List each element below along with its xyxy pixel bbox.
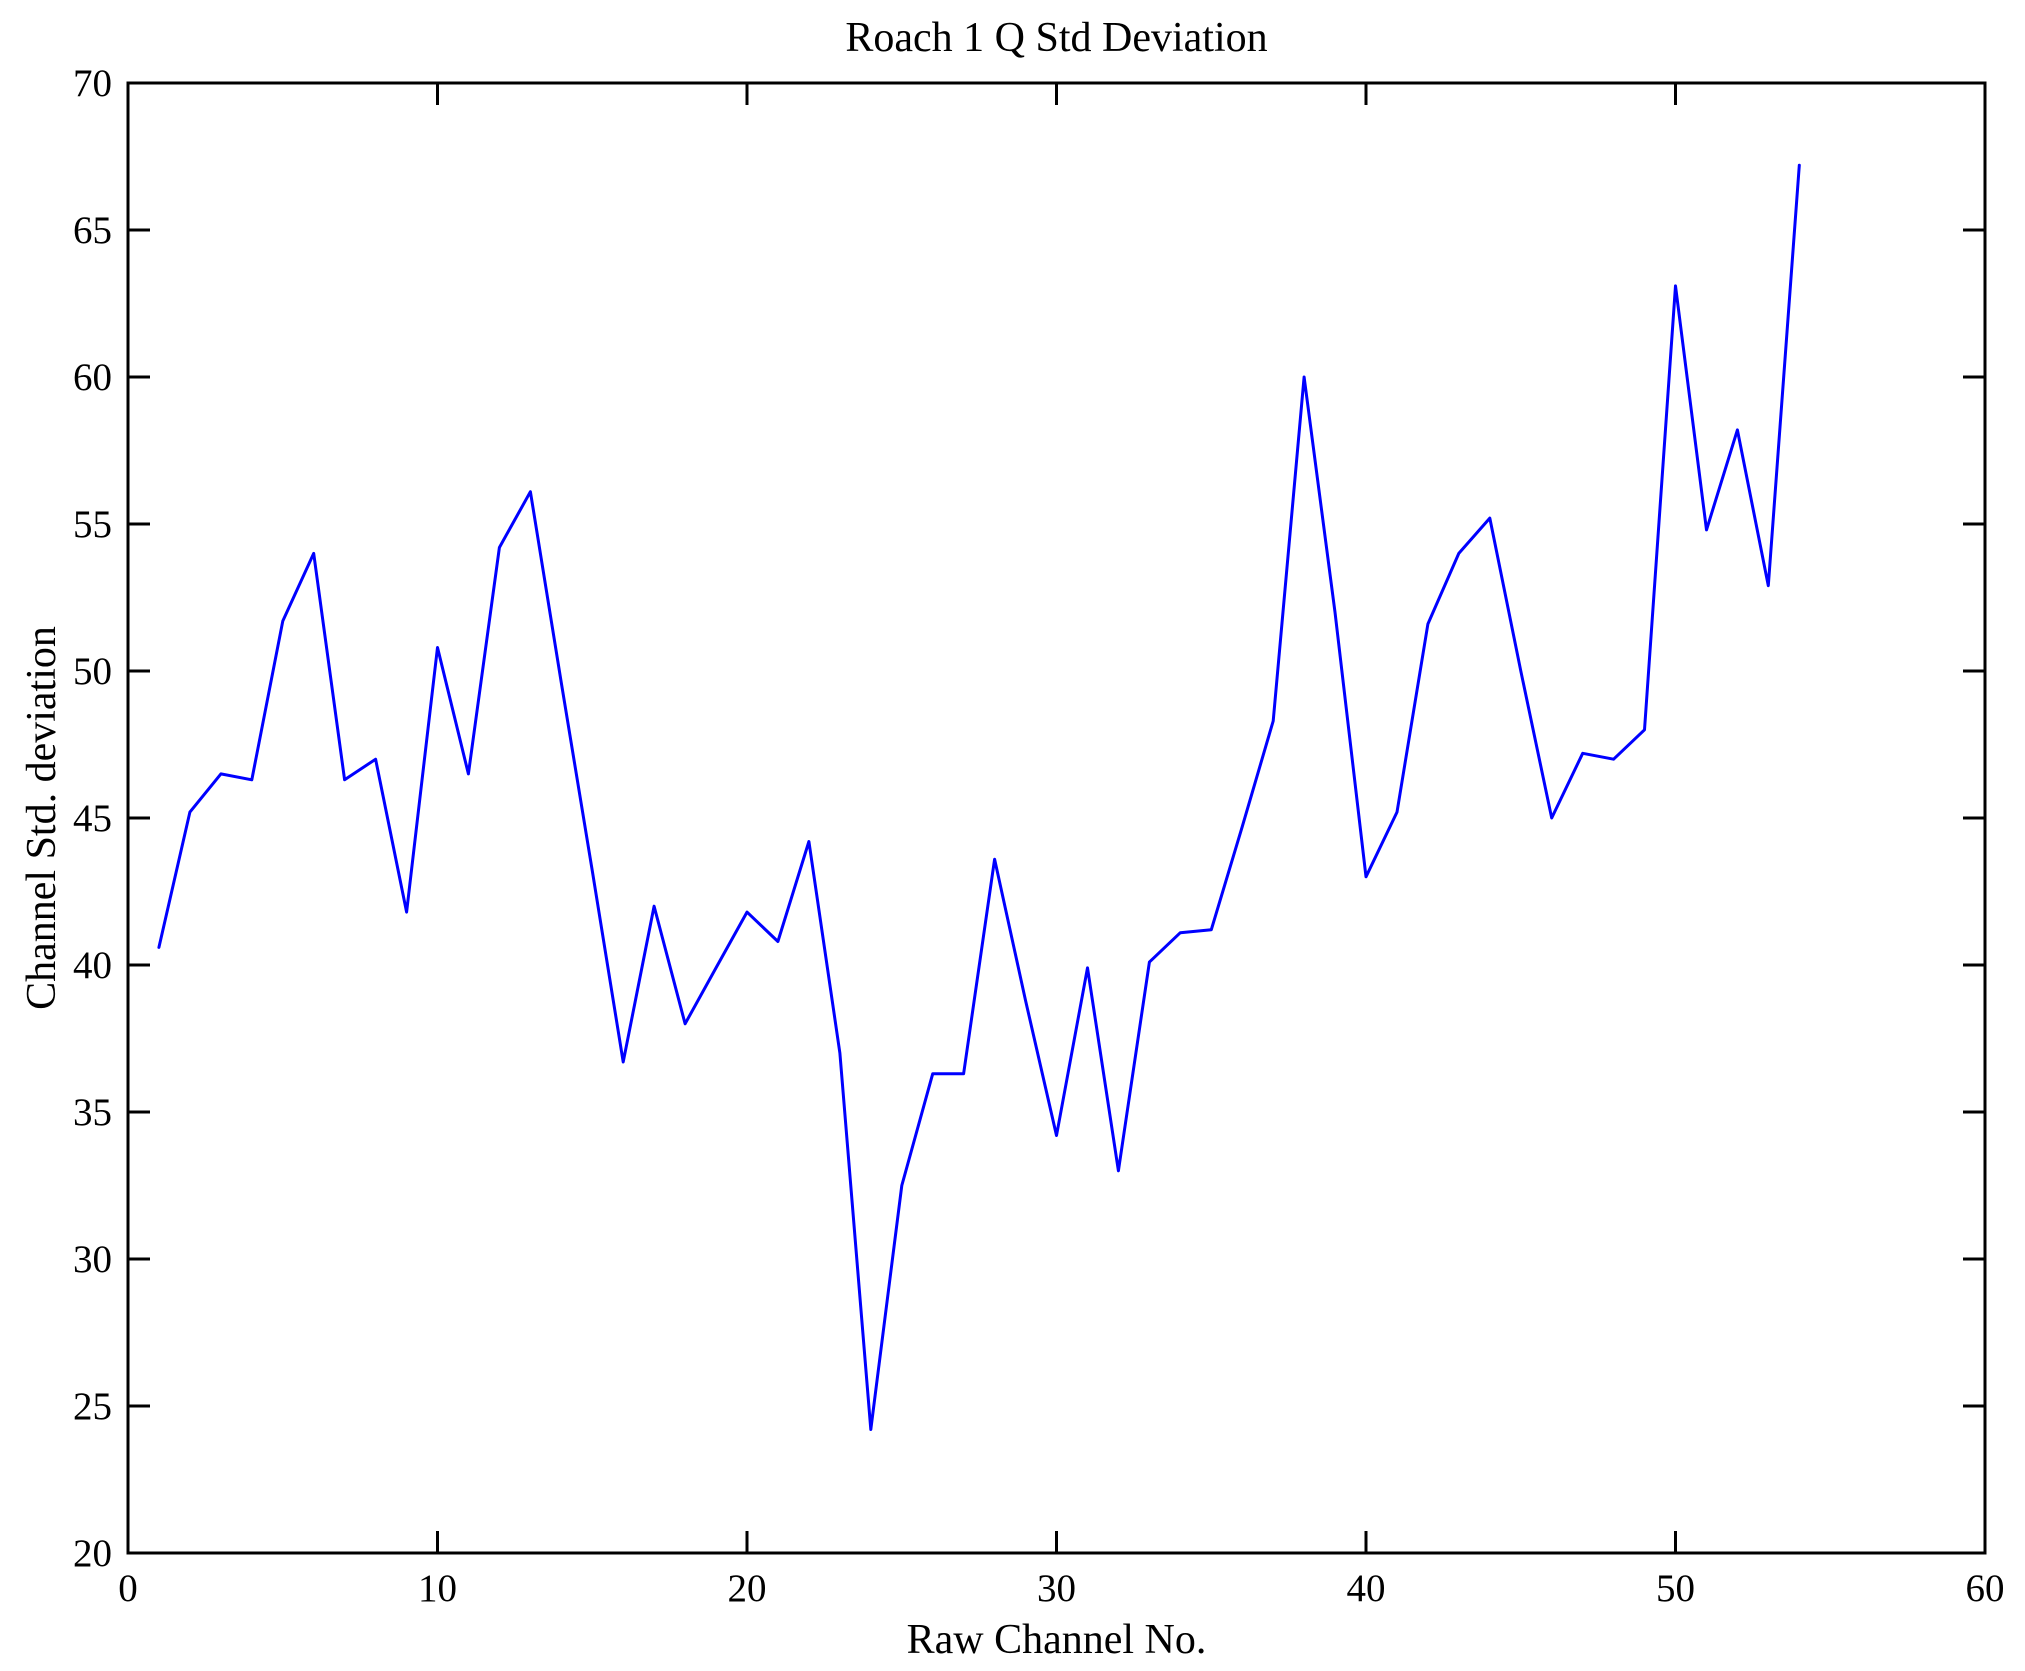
- y-tick-label: 55: [73, 503, 112, 546]
- y-tick-label: 70: [73, 62, 112, 105]
- x-tick-label: 10: [418, 1567, 457, 1610]
- data-line: [157, 163, 1801, 1431]
- x-tick-label: 20: [728, 1567, 767, 1610]
- y-tick-label: 45: [73, 797, 112, 840]
- x-tick-label: 50: [1656, 1567, 1695, 1610]
- y-tick-label: 20: [73, 1532, 112, 1575]
- y-tick-label: 50: [73, 650, 112, 693]
- x-tick-label: 30: [1037, 1567, 1076, 1610]
- y-tick-label: 40: [73, 944, 112, 987]
- y-tick-label: 65: [73, 209, 112, 252]
- y-tick-label: 25: [73, 1385, 112, 1428]
- x-tick-label: 0: [118, 1567, 138, 1610]
- chart-title: Roach 1 Q Std Deviation: [845, 15, 1268, 61]
- x-tick-label: 40: [1347, 1567, 1386, 1610]
- y-axis-label: Channel Std. deviation: [19, 626, 65, 1010]
- y-tick-label: 60: [73, 356, 112, 399]
- axes-box: [126, 81, 1987, 1555]
- y-tick-label: 35: [73, 1091, 112, 1134]
- x-axis-label: Raw Channel No.: [906, 1617, 1207, 1663]
- y-tick-label: 30: [73, 1238, 112, 1281]
- x-tick-label: 60: [1966, 1567, 2005, 1610]
